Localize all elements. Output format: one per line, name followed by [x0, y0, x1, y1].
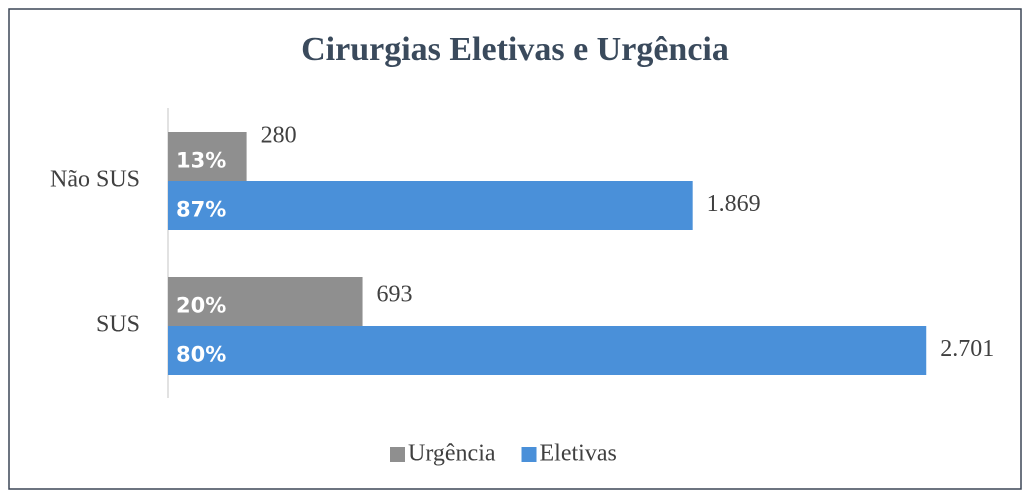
- value-label: 280: [261, 122, 297, 148]
- bar: [168, 326, 927, 375]
- share-label: 20%: [176, 293, 226, 317]
- legend-label: Urgência: [408, 441, 496, 467]
- value-label: 1.869: [707, 191, 761, 217]
- chart-border: [8, 8, 1022, 490]
- value-label: 693: [377, 281, 413, 307]
- category-label: SUS: [96, 312, 140, 338]
- category-label: Não SUS: [50, 167, 140, 193]
- chart-title: Cirurgias Eletivas e Urgência: [301, 31, 729, 68]
- value-label: 2.701: [940, 336, 994, 362]
- legend-swatch: [521, 447, 537, 462]
- bar: [168, 132, 247, 181]
- bar: [168, 181, 693, 230]
- share-label: 87%: [176, 197, 226, 221]
- legend-swatch: [390, 447, 405, 462]
- share-label: 80%: [176, 342, 226, 366]
- bar: [168, 277, 363, 326]
- legend-label: Eletivas: [540, 441, 617, 467]
- share-label: 13%: [176, 148, 226, 172]
